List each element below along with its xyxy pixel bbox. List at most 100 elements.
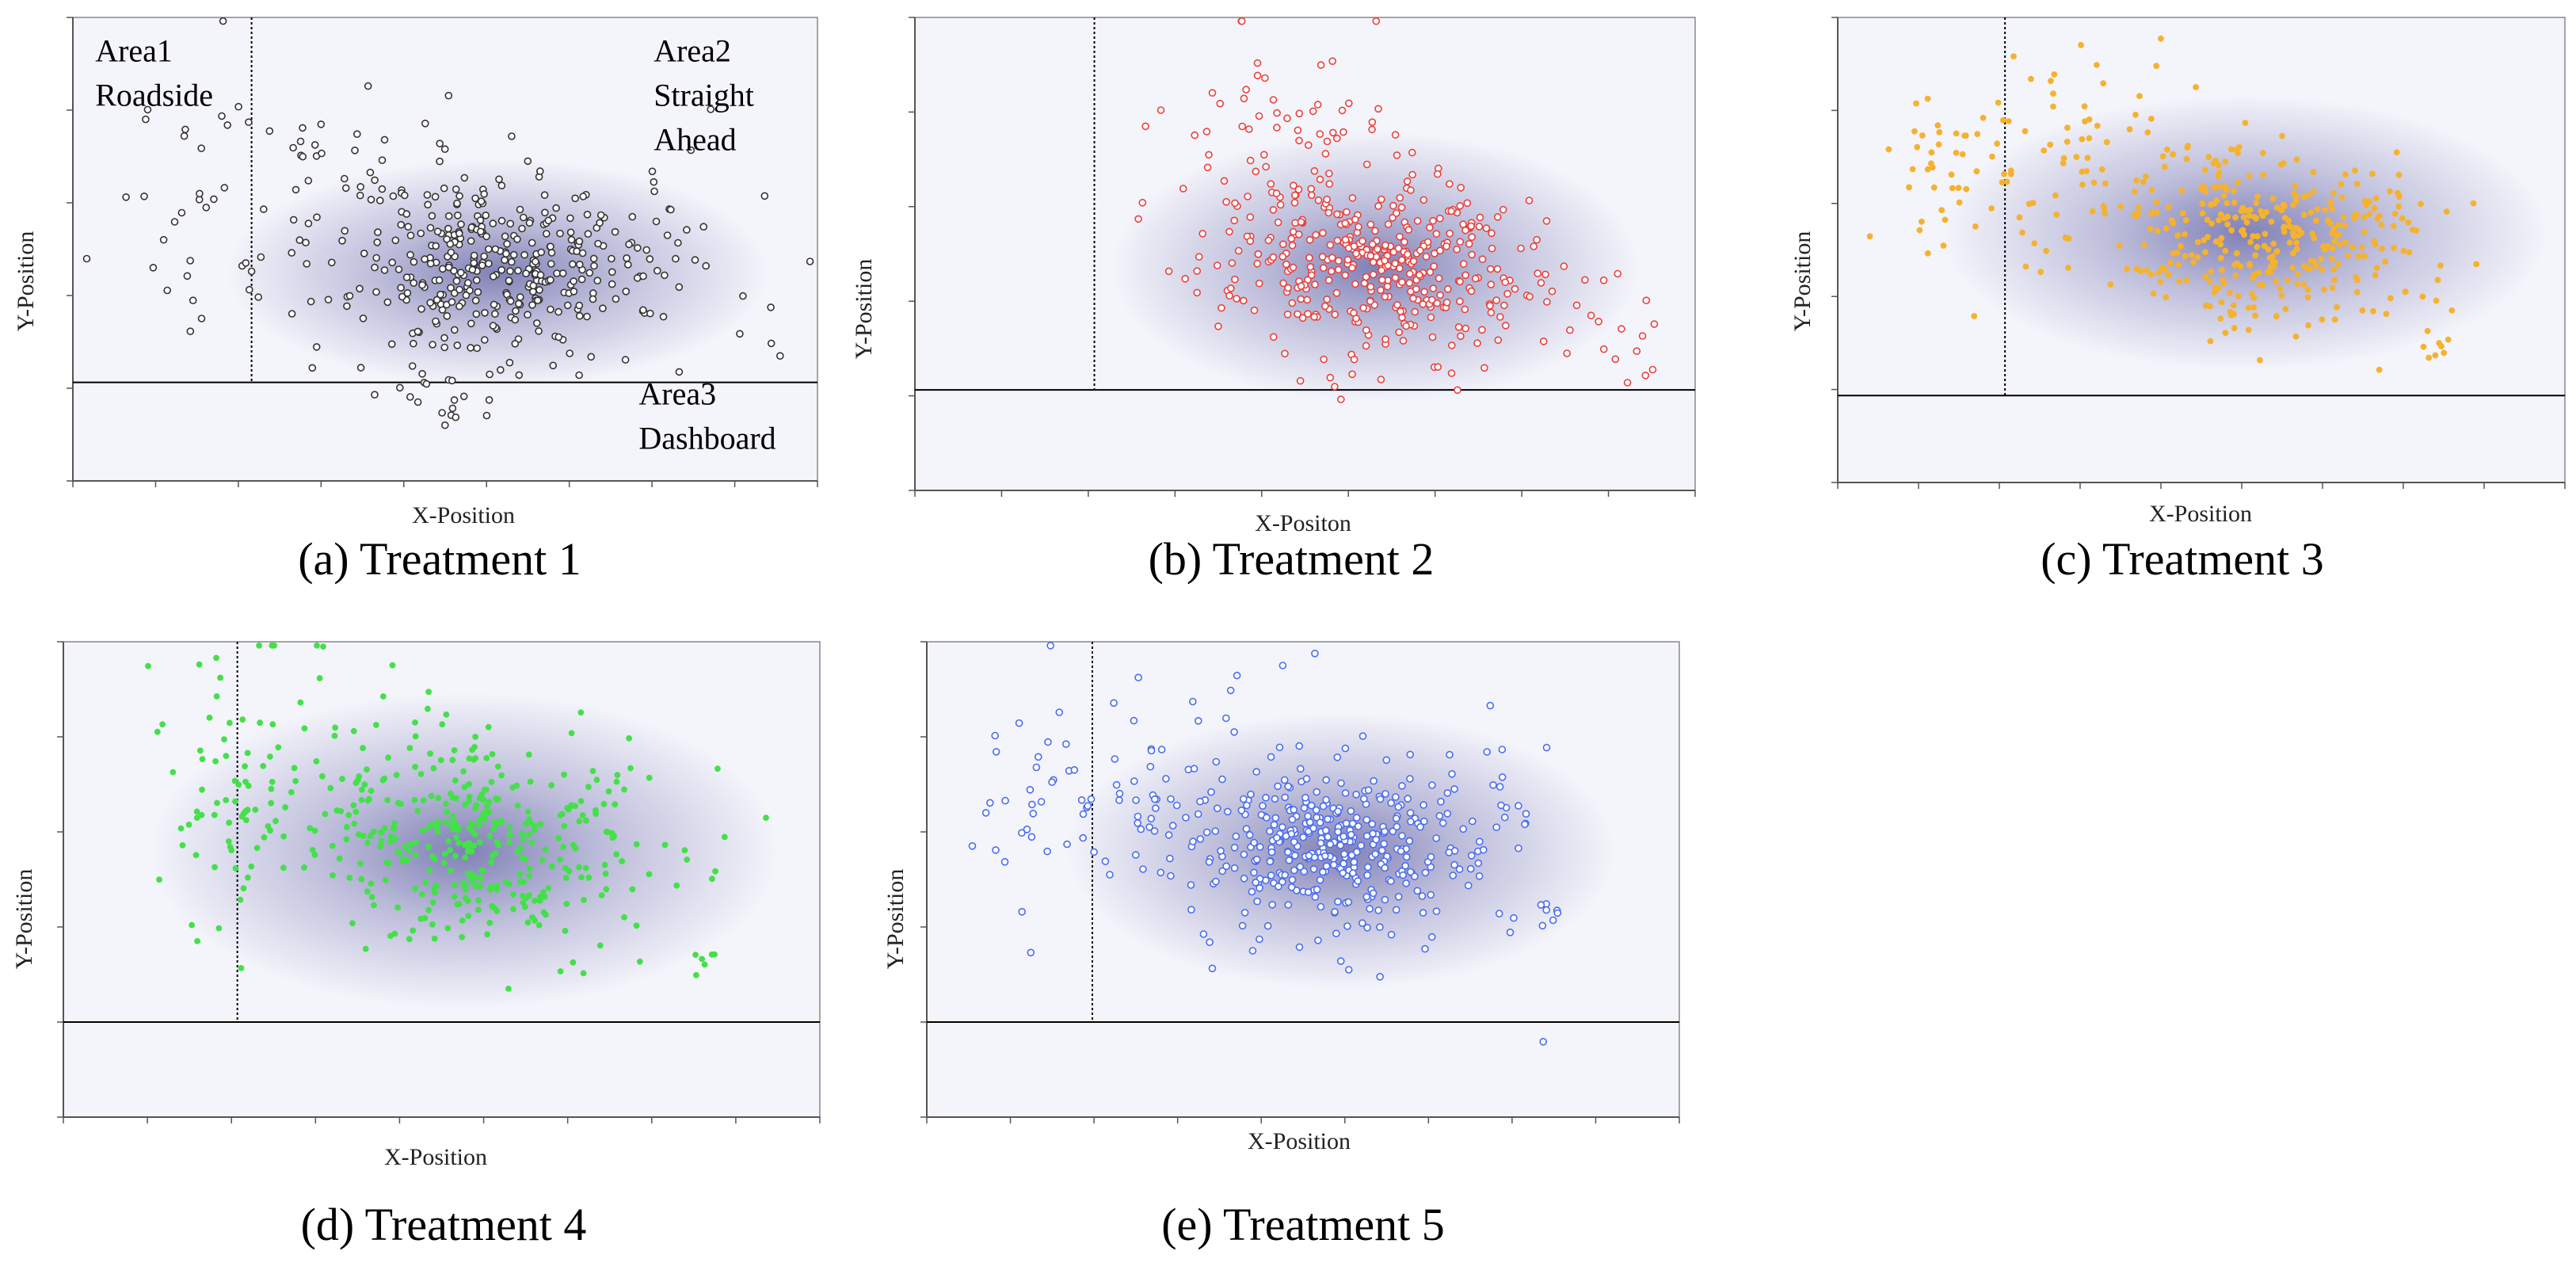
gaze-point [547, 276, 554, 284]
gaze-point [183, 272, 192, 280]
gaze-point [2325, 217, 2331, 224]
gaze-point [2320, 286, 2327, 293]
gaze-point [650, 187, 658, 196]
gaze-point [2338, 181, 2345, 188]
gaze-point [1495, 910, 1503, 917]
gaze-point [1427, 296, 1436, 304]
gaze-point [1381, 292, 1389, 301]
gaze-point [1420, 288, 1428, 296]
gaze-point [471, 194, 479, 203]
gaze-point [498, 772, 505, 779]
gaze-point [429, 820, 436, 827]
gaze-point [345, 292, 354, 300]
gaze-point [1319, 229, 1327, 237]
gaze-point [1341, 235, 1350, 244]
gaze-point [1168, 822, 1177, 830]
gaze-point [1294, 310, 1301, 318]
gaze-point [1587, 311, 1595, 320]
gaze-point [471, 296, 480, 305]
gaze-point [2300, 212, 2307, 219]
gaze-point [1372, 17, 1381, 25]
gaze-point [712, 868, 718, 875]
gaze-point [1046, 642, 1054, 650]
gaze-point [206, 715, 213, 721]
gaze-point [1537, 279, 1545, 287]
gaze-point [1134, 673, 1142, 682]
gaze-point [1553, 909, 1562, 917]
gaze-point [1079, 810, 1088, 818]
gaze-point [2086, 135, 2093, 142]
gaze-point [1305, 852, 1313, 860]
gaze-point [1387, 799, 1395, 807]
gaze-point [436, 139, 444, 147]
gaze-point [1374, 906, 1382, 914]
gaze-point [1308, 191, 1316, 200]
gaze-point [1398, 278, 1406, 286]
gaze-point [371, 176, 379, 185]
gaze-point [1413, 887, 1422, 895]
gaze-point [1218, 303, 1225, 312]
gaze-point [2217, 254, 2224, 261]
gaze-point [1472, 274, 1480, 283]
gaze-point [2290, 190, 2297, 197]
gaze-point [1282, 832, 1290, 841]
gaze-point [2294, 280, 2301, 288]
gaze-point [214, 799, 220, 807]
gaze-point [601, 861, 608, 868]
gaze-point [2395, 189, 2401, 196]
gaze-point [289, 216, 298, 224]
gaze-point [2335, 231, 2342, 238]
gaze-point [1015, 719, 1023, 727]
gaze-point [1035, 753, 1042, 761]
gaze-point [1288, 299, 1297, 307]
gaze-point [1369, 270, 1378, 279]
gaze-point [2022, 128, 2029, 135]
gaze-point [1306, 263, 1315, 271]
gaze-point [2079, 181, 2086, 188]
gaze-point [1311, 893, 1320, 901]
gaze-point [413, 398, 422, 406]
gaze-point [2182, 217, 2189, 223]
gaze-point [1343, 208, 1351, 216]
gaze-point [2235, 292, 2242, 299]
gaze-point [471, 842, 477, 849]
gaze-point [1599, 345, 1608, 353]
gaze-point [341, 227, 349, 235]
gaze-point [2434, 277, 2441, 284]
gaze-point [507, 831, 513, 838]
gaze-point [1394, 893, 1403, 901]
gaze-point [496, 366, 505, 374]
gaze-point [1295, 109, 1304, 118]
gaze-point [636, 958, 643, 965]
gaze-point [1364, 786, 1373, 795]
gaze-point [1393, 301, 1401, 309]
gaze-point [1267, 180, 1275, 188]
gaze-point [2183, 277, 2190, 284]
gaze-point [991, 731, 999, 740]
gaze-point [513, 782, 520, 789]
gaze-point [582, 864, 589, 872]
gaze-point [481, 308, 489, 317]
gaze-point [1478, 326, 1486, 334]
gaze-point [577, 798, 585, 804]
gaze-point [547, 260, 555, 268]
gaze-point [1487, 308, 1496, 317]
gaze-point [412, 852, 419, 859]
gaze-point [1480, 364, 1488, 372]
gaze-point [1407, 818, 1415, 826]
gaze-point [1400, 238, 1408, 246]
gaze-point [1130, 716, 1138, 725]
gaze-point [1376, 923, 1384, 931]
gaze-point [252, 807, 259, 813]
gaze-point [523, 821, 529, 827]
gaze-point [354, 776, 361, 784]
gaze-point [394, 799, 402, 807]
gaze-point [2280, 159, 2287, 166]
gaze-point [2268, 218, 2275, 225]
gaze-point [1521, 820, 1529, 829]
gaze-point [2358, 244, 2365, 251]
gaze-point [447, 847, 453, 853]
gaze-point [1530, 242, 1538, 250]
gaze-point [351, 820, 358, 827]
gaze-point [1141, 122, 1149, 131]
